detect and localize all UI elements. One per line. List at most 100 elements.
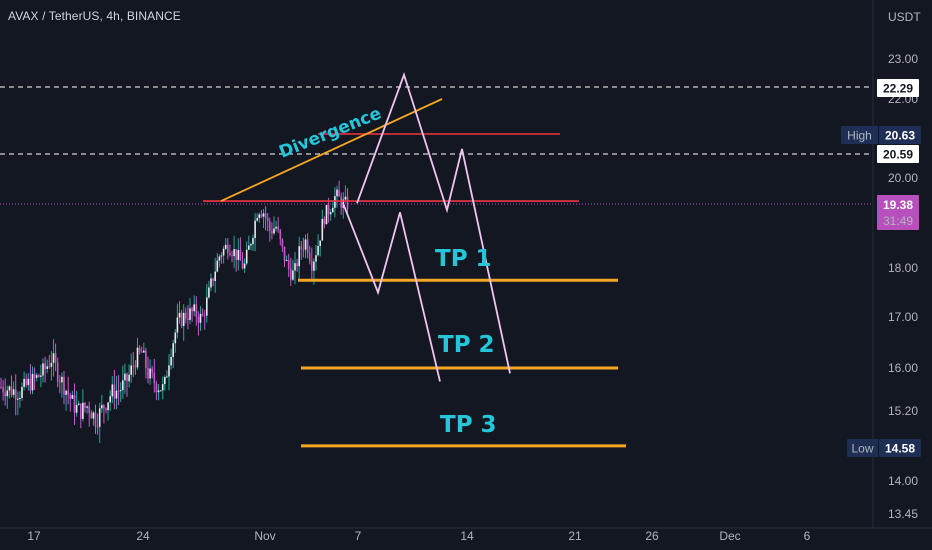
candle-body: [269, 220, 271, 231]
candle-body: [35, 375, 38, 378]
candle-body: [195, 304, 198, 318]
projection-path-a: [342, 202, 441, 382]
candle-body: [21, 386, 23, 399]
candle-body: [134, 365, 137, 368]
candle-body: [75, 404, 78, 413]
x-tick-label: 21: [568, 529, 582, 543]
candle-body: [216, 260, 219, 272]
candle-body: [325, 205, 328, 225]
candle-body: [321, 218, 324, 241]
candle-body: [212, 278, 214, 281]
svg-text:19.38: 19.38: [883, 198, 913, 212]
candle-body: [262, 213, 265, 217]
drawings[interactable]: [0, 71, 873, 448]
x-tick-label: 6: [804, 529, 811, 543]
y-tick-label: 14.00: [888, 474, 918, 488]
candle-body: [27, 378, 30, 386]
projection-path-b: [356, 71, 511, 374]
candle-body: [279, 230, 282, 240]
candle-body: [4, 392, 6, 397]
candle-body: [239, 250, 242, 261]
candle-body: [8, 386, 11, 391]
candle-body: [334, 196, 336, 208]
candle-body: [17, 398, 19, 400]
candle-body: [187, 318, 189, 320]
candle-body: [292, 270, 294, 280]
candle-body: [235, 249, 237, 260]
candle-body: [149, 368, 151, 379]
candle-body: [159, 390, 162, 392]
candle-body: [71, 394, 74, 399]
candle-body: [80, 403, 82, 419]
candle-body: [151, 368, 153, 373]
candle-body: [206, 297, 208, 316]
candle-body: [25, 378, 27, 386]
candle-body: [48, 366, 51, 368]
high-tag: High 20.63: [841, 126, 921, 144]
candle-body: [264, 213, 267, 218]
candle-body: [287, 260, 290, 269]
candle-body: [92, 412, 95, 419]
candle-body: [122, 380, 124, 391]
candle-body: [273, 228, 275, 234]
candle-body: [298, 246, 300, 267]
low-tag: Low 14.58: [847, 439, 921, 457]
candle-body: [153, 372, 156, 384]
svg-text:31:49: 31:49: [883, 214, 913, 228]
current-price-tag: 19.38 31:49: [877, 195, 919, 230]
x-tick-label: 14: [460, 529, 474, 543]
candle-body: [266, 217, 269, 221]
candle-body: [252, 238, 254, 245]
candle-body: [308, 252, 311, 262]
candle-body: [290, 268, 292, 280]
candle-body: [69, 394, 72, 399]
candle-body: [193, 304, 195, 312]
candle-body: [338, 189, 340, 197]
candle-body: [82, 402, 84, 419]
candle-body: [113, 384, 116, 399]
candle-body: [313, 261, 315, 271]
candle-body: [182, 312, 185, 327]
candle-body: [227, 244, 229, 254]
candle-body: [143, 350, 145, 353]
candle-body: [168, 365, 170, 377]
candle-body: [63, 376, 65, 395]
candle-body: [311, 261, 313, 271]
candle-body: [126, 373, 128, 382]
time-axis[interactable]: 17 24 Nov 7 14 21 26 Dec 6: [27, 529, 810, 543]
candle-body: [317, 246, 319, 256]
tp2-label: TP 2: [438, 332, 495, 358]
candle-body: [50, 362, 53, 367]
candle-body: [90, 412, 93, 419]
x-tick-label: 17: [27, 529, 41, 543]
candle-body: [88, 406, 90, 413]
candle-body: [277, 226, 279, 231]
candle-body: [117, 390, 120, 392]
candle-body: [101, 405, 103, 409]
candle-body: [59, 381, 61, 383]
svg-text:Low: Low: [851, 442, 873, 456]
candle-body: [243, 263, 246, 269]
candle-body: [52, 353, 55, 363]
candle-body: [178, 312, 181, 318]
candle-body: [254, 220, 256, 239]
candle-body: [176, 317, 179, 333]
candle-body: [323, 218, 326, 225]
y-tick-label: 18.00: [888, 261, 918, 275]
candle-body: [111, 384, 114, 397]
candle-body: [67, 390, 69, 395]
tp3-label: TP 3: [440, 412, 497, 438]
dashed-level-2-tag: 20.59: [877, 145, 919, 163]
divergence-line: [220, 98, 443, 202]
candle-body: [229, 253, 231, 256]
candle-body: [231, 255, 233, 257]
candle-body: [336, 189, 338, 197]
candle-body: [304, 239, 307, 250]
candle-body: [138, 347, 141, 352]
candle-body: [275, 226, 277, 229]
candle-body: [174, 332, 177, 344]
candle-body: [201, 313, 204, 316]
candle-body: [56, 362, 59, 382]
candle-body: [84, 402, 86, 408]
